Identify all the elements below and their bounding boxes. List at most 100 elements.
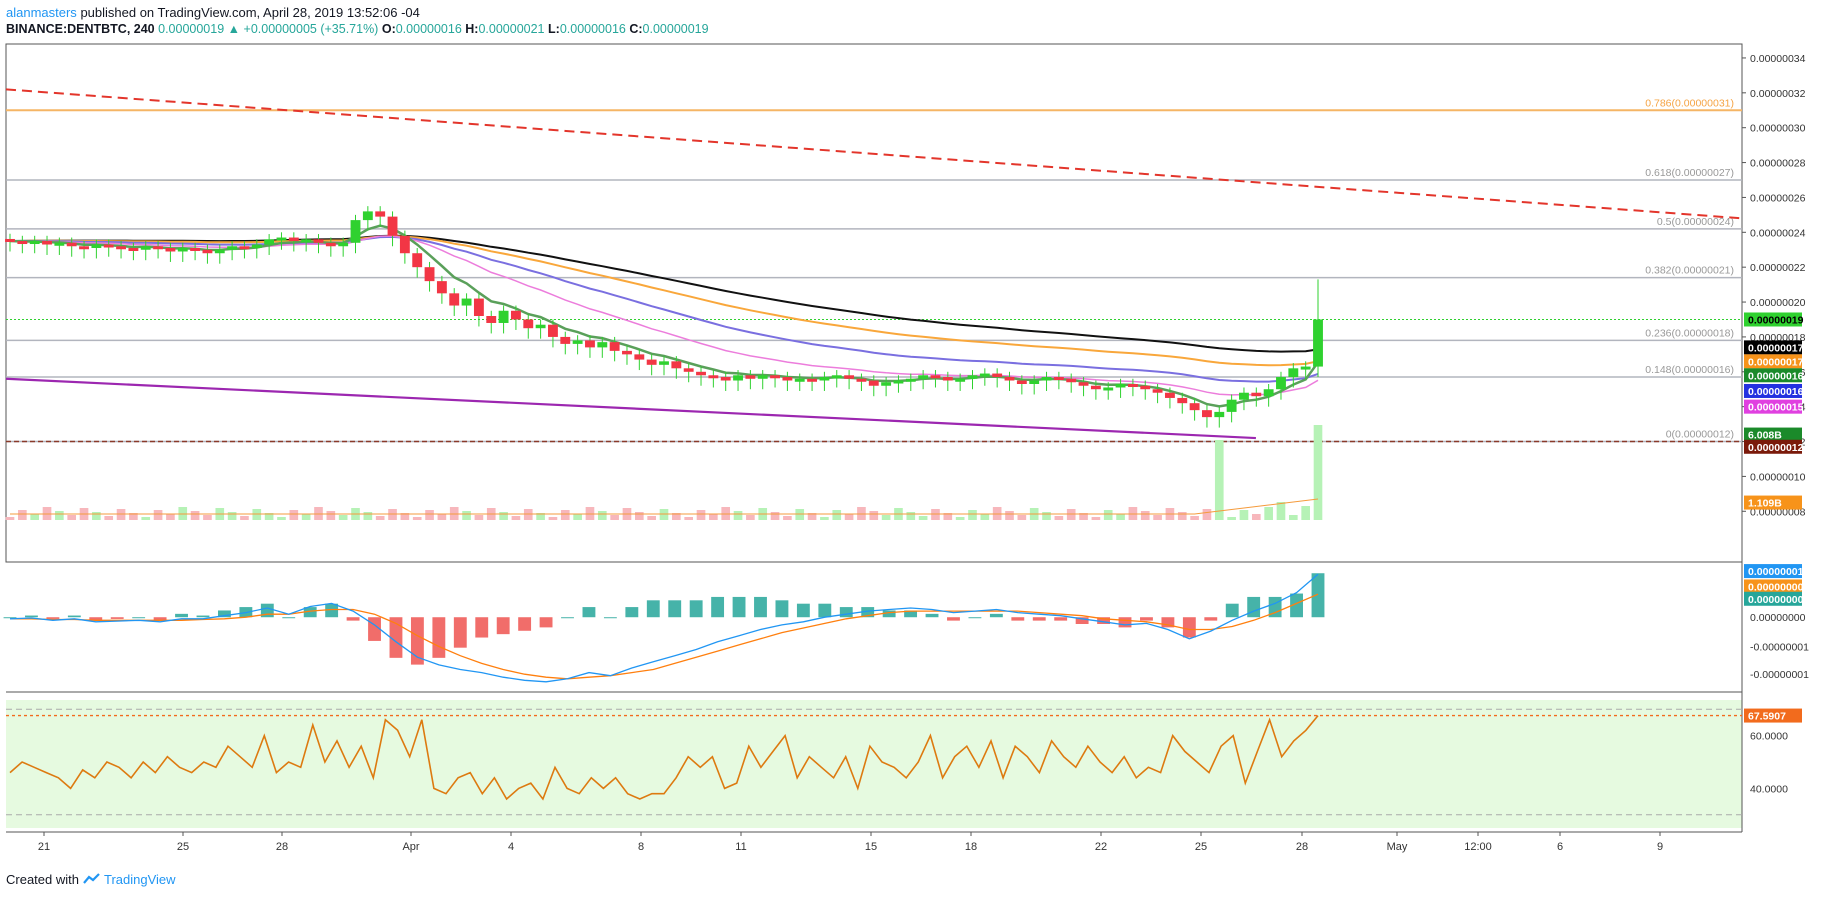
macd-histogram-bar [882,610,896,618]
candle-body [375,211,386,217]
volume-bar [832,510,842,520]
candle-body [350,220,361,243]
candle-body [819,377,830,381]
low-label: L: [548,22,560,36]
macd-histogram-bar [668,600,682,618]
volume-bar [1054,516,1064,520]
price-tag: 0.00000019 [1744,312,1804,327]
publish-header: alanmasters published on TradingView.com… [6,4,420,22]
candle-body [1016,380,1027,384]
macd-histogram-bar [1054,617,1068,621]
volume-bars [5,425,1323,520]
volume-bar [746,515,755,520]
candle-body [140,246,151,250]
time-tick-label: 15 [865,841,877,853]
candle-body [5,238,15,242]
candle-body [1090,385,1101,390]
candle-body [91,244,102,248]
time-tick-label: 25 [1195,841,1207,853]
candle-body [979,373,990,377]
macd-tag: 0.00000001 [1744,564,1804,579]
axes: 0.00000034 0.00000032 0.00000030 0.00000028… [38,53,1809,853]
macd-histogram-bar [968,617,982,619]
time-tick-label: 4 [508,841,514,853]
price-tag-bg [1744,340,1802,355]
fib-label: 0.382(0.00000021) [1645,265,1734,277]
candle-body [498,310,509,323]
candle-body [856,378,867,382]
macd-histogram-bar [711,596,725,618]
price-tag-bg [1744,439,1802,454]
candle-body [190,248,201,251]
price-tick-label: 0.00000032 [1750,88,1806,100]
ema-orange-line [10,235,1319,367]
volume-bar [363,512,373,520]
candle-body [362,211,373,221]
candle-body [103,244,114,248]
volume-bar [1214,440,1224,520]
time-tick-label: 11 [735,841,746,853]
candle-body [239,246,250,250]
price-tag-bg [1744,354,1802,369]
tradingview-brand-link[interactable]: TradingView [104,872,176,887]
volume-bar [462,511,471,520]
volume-bar [474,515,484,520]
macd-histogram-bar [325,603,339,618]
created-with-label: Created with [6,872,79,887]
volume-bar [153,510,163,520]
volume-bar [610,515,619,520]
candle-body [1164,392,1175,398]
candle-body [338,242,349,247]
macd-histogram-bar [1140,617,1153,621]
volume-bar [277,517,286,520]
volume-bar [647,516,656,520]
price-tag-text: 1.109B [1748,498,1782,510]
price-tick-label: 0.00000020 [1750,297,1806,309]
macd-histogram-bar [1097,617,1111,624]
publish-info: published on TradingView.com, April 28, … [80,5,420,20]
price-tag-bg [1744,368,1802,383]
macd-histogram-bar [389,617,403,658]
volume-bar [1042,512,1051,520]
volume-bar [338,515,348,520]
volume-bar [1091,517,1101,520]
volume-bar [1301,506,1310,520]
candle-body [523,319,534,329]
purple-trendline [5,377,1256,440]
high-value: 0.00000021 [478,22,545,36]
macd-tick-label: -0.00000001 [1750,669,1809,681]
author-link[interactable]: alanmasters [6,5,77,20]
price-tag: 0.00000017 [1744,354,1804,369]
candle-body [918,375,929,379]
main-pane-frame [5,43,1743,563]
volume-bar [672,513,681,520]
candle-body [313,239,324,243]
time-tick-label: 6 [1557,841,1563,853]
candle-body [572,340,583,344]
macd-histogram-bar [561,617,574,619]
volume-bar [536,513,545,520]
volume-bar [881,515,891,520]
price-tick-label: 0.00000034 [1750,53,1806,65]
rsi-tag: 67.5907 [1744,708,1802,723]
macd-histogram-bar [539,617,553,628]
macd-tick-label: -0.00000001 [1750,641,1809,653]
candle-body [585,340,595,348]
volume-bar [1239,510,1249,520]
trading-chart[interactable]: 0.786(0.00000031) 0.618(0.00000027) 0.5(0.… [0,40,1828,860]
volume-bar [412,517,422,520]
price-tick-label: 0.00000030 [1750,123,1806,135]
time-tick-label: 8 [638,841,644,853]
volume-bar [301,514,311,520]
volume-bar [906,512,916,520]
trendlines [5,88,1743,440]
candle-body [412,253,423,268]
tradingview-logo-icon [82,873,100,884]
candle-body [893,380,904,384]
symbol-label[interactable]: BINANCE:DENTBTC, 240 [6,22,155,36]
macd-histogram-bar [989,613,1003,618]
candle-body [66,242,77,247]
rsi-band [6,700,1742,828]
macd-histogram-bar [904,610,918,618]
price-tag-text: 0.00000016 [1748,370,1804,382]
